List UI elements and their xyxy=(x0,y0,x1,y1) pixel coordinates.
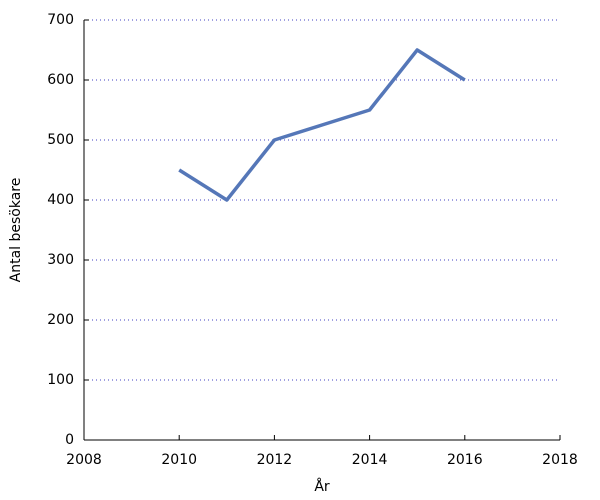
x-tick-label: 2016 xyxy=(447,452,483,468)
x-tick-label: 2012 xyxy=(257,452,293,468)
y-tick-label: 200 xyxy=(47,312,74,328)
x-tick-label: 2018 xyxy=(542,452,578,468)
x-tick-label: 2010 xyxy=(161,452,197,468)
line xyxy=(178,48,466,202)
y-tick-label: 700 xyxy=(47,12,74,28)
x-tick-label: 2008 xyxy=(66,452,102,468)
x-tick-label: 2014 xyxy=(352,452,388,468)
y-tick-label: 0 xyxy=(65,432,74,448)
x-axis-label: År xyxy=(314,478,330,495)
y-tick-label: 500 xyxy=(47,132,74,148)
y-tick-label: 300 xyxy=(47,252,74,268)
y-tick-label: 600 xyxy=(47,72,74,88)
y-axis-label: Antal besökare xyxy=(8,178,24,283)
y-tick-label: 100 xyxy=(47,372,74,388)
y-tick-label: 400 xyxy=(47,192,74,208)
